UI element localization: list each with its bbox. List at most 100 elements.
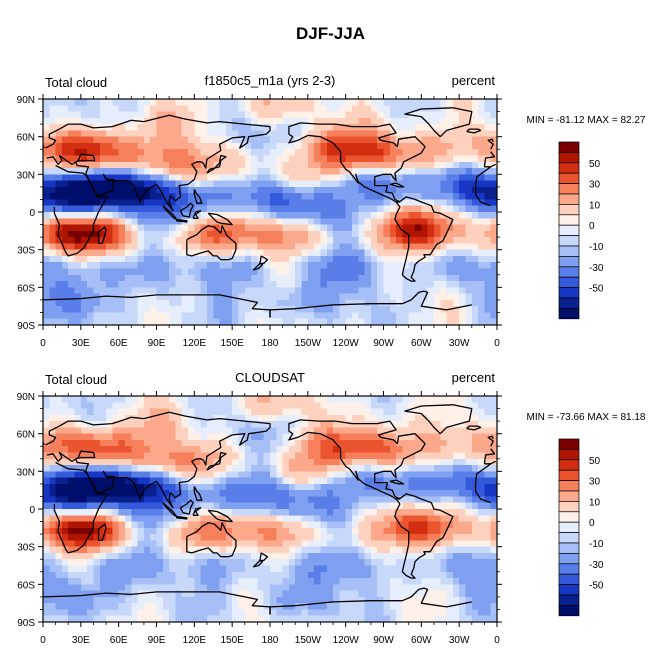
field-cell (49, 521, 57, 529)
field-cell (251, 193, 258, 200)
field-cell (307, 496, 315, 504)
field-cell (80, 168, 88, 175)
field-cell (61, 186, 69, 194)
field-cell (465, 155, 473, 163)
field-cell (408, 433, 416, 441)
field-cell (383, 312, 391, 320)
field-cell (106, 527, 113, 535)
field-cell (389, 293, 397, 301)
field-cell (162, 293, 170, 301)
field-cell (270, 136, 277, 144)
field-cell (320, 546, 328, 554)
field-cell (257, 584, 265, 592)
field-cell (452, 281, 460, 288)
field-cell (326, 262, 334, 269)
field-cell (55, 262, 63, 269)
field-cell (263, 421, 271, 428)
field-cell (307, 224, 315, 232)
field-cell (471, 540, 479, 548)
field-cell (276, 249, 284, 257)
field-cell (206, 142, 214, 150)
field-cell (74, 199, 82, 207)
field-cell (370, 509, 378, 516)
field-cell (238, 490, 246, 497)
field-cell (364, 584, 372, 592)
field-cell (351, 540, 359, 548)
field-cell (478, 174, 485, 182)
field-cell (446, 396, 454, 403)
field-cell (452, 161, 460, 169)
field-cell (490, 262, 498, 269)
field-cell (150, 552, 157, 560)
panel-variable-label: Total cloud (45, 75, 107, 90)
field-cell (143, 111, 151, 119)
field-cell (478, 571, 485, 579)
field-cell (200, 584, 208, 592)
field-cell (364, 306, 372, 313)
field-cell (137, 509, 145, 516)
field-cell (471, 477, 479, 485)
field-cell (478, 155, 485, 163)
field-cell (238, 483, 246, 491)
field-cell (137, 540, 145, 548)
field-cell (118, 262, 126, 269)
field-cell (307, 243, 315, 251)
field-cell (200, 439, 208, 447)
field-cell (490, 509, 498, 516)
field-cell (320, 565, 328, 573)
field-cell (326, 509, 334, 516)
field-cell (93, 559, 101, 566)
field-cell (415, 490, 422, 497)
field-cell (169, 414, 176, 422)
field-cell (421, 168, 429, 175)
field-cell (213, 452, 220, 460)
field-cell (244, 396, 252, 403)
field-cell (99, 186, 107, 194)
field-cell (156, 99, 164, 106)
field-cell (112, 396, 120, 403)
field-cell (452, 312, 460, 320)
field-cell (402, 299, 410, 307)
field-cell (484, 155, 492, 163)
field-cell (402, 287, 410, 295)
field-cell (389, 274, 397, 282)
field-cell (276, 212, 284, 219)
field-cell (383, 477, 391, 485)
field-cell (263, 111, 271, 119)
field-cell (206, 105, 214, 112)
field-cell (181, 149, 189, 156)
field-cell (276, 218, 284, 225)
field-cell (396, 396, 403, 403)
field-cell (213, 540, 220, 548)
field-cell (156, 477, 164, 485)
field-cell (339, 565, 347, 573)
field-cell (74, 584, 82, 592)
field-cell (251, 527, 258, 535)
field-cell (389, 243, 397, 251)
field-cell (206, 274, 214, 282)
field-cell (320, 483, 328, 491)
field-cell (131, 124, 138, 131)
field-cell (93, 136, 101, 144)
field-cell (143, 496, 151, 504)
field-cell (156, 243, 164, 251)
field-cell (421, 318, 429, 326)
field-cell (244, 117, 252, 125)
coastline-new-zealand (259, 255, 269, 265)
field-cell (490, 477, 498, 485)
field-cell (377, 168, 384, 175)
field-cell (244, 299, 252, 307)
field-cell (194, 552, 202, 560)
field-cell (484, 402, 492, 409)
field-cell (150, 149, 157, 156)
field-cell (181, 293, 189, 301)
field-cell (106, 509, 113, 516)
field-cell (93, 521, 101, 529)
field-cell (484, 439, 492, 447)
field-cell (427, 458, 435, 466)
field-cell (345, 502, 353, 510)
field-cell (137, 584, 145, 592)
field-cell (112, 155, 120, 163)
field-cell (257, 274, 265, 282)
field-cell (288, 299, 296, 307)
